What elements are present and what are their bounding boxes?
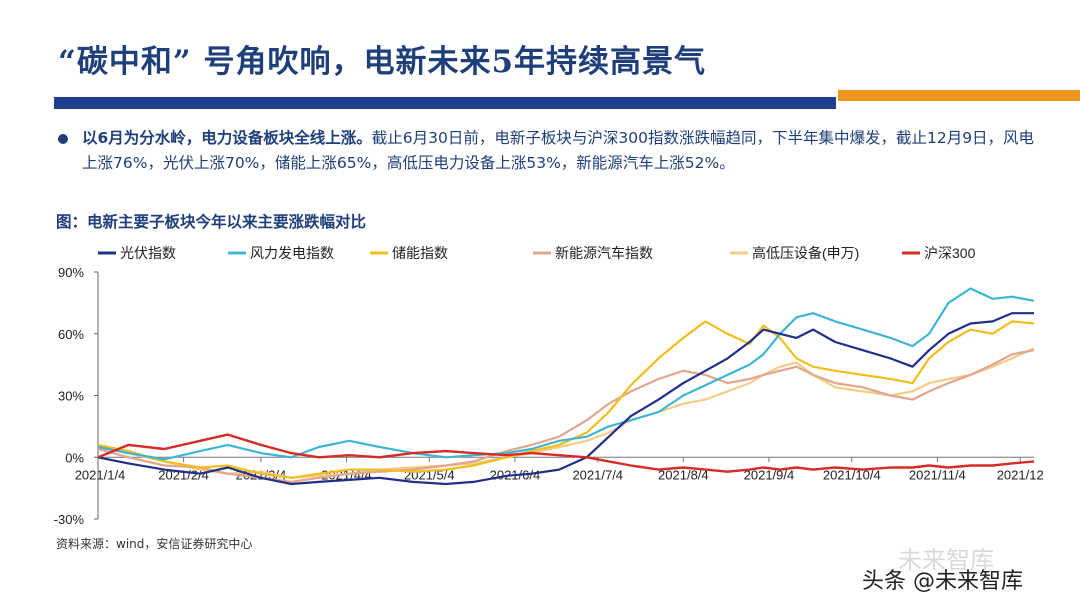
bullet-lead: 以6月为分水岭，电力设备板块全线上涨。 bbox=[82, 129, 372, 147]
legend-item: 储能指数 bbox=[370, 245, 448, 261]
legend-item: 沪深300 bbox=[902, 245, 976, 261]
y-tick-label: 90% bbox=[58, 265, 84, 280]
x-tick-label: 2021/10/4 bbox=[823, 467, 881, 482]
watermark-credit: 头条 @未来智库 bbox=[862, 569, 1023, 594]
chart-series-group bbox=[97, 287, 1035, 486]
x-tick-label: 2021/9/4 bbox=[744, 467, 795, 482]
watermark-faded: 未来智库 bbox=[898, 546, 994, 574]
legend-label: 新能源汽车指数 bbox=[555, 245, 653, 261]
series-line-5 bbox=[97, 433, 1035, 473]
legend-item: 光伏指数 bbox=[98, 245, 176, 261]
legend-label: 光伏指数 bbox=[120, 245, 176, 261]
chart-legend: 光伏指数 风力发电指数 储能指数 新能源汽车指数 高低压设备(申万) 沪深300 bbox=[98, 245, 976, 261]
legend-item: 新能源汽车指数 bbox=[533, 245, 653, 261]
y-tick-label: 0% bbox=[65, 450, 84, 465]
legend-item: 风力发电指数 bbox=[228, 245, 334, 261]
series-line-0 bbox=[97, 312, 1034, 486]
x-tick-label: 2021/8/4 bbox=[658, 467, 709, 482]
y-tick-label: -30% bbox=[54, 512, 85, 527]
x-tick-label: 2021/12 bbox=[997, 467, 1044, 482]
series-line-2 bbox=[97, 320, 1035, 479]
legend-label: 高低压设备(申万) bbox=[752, 245, 859, 261]
legend-label: 风力发电指数 bbox=[250, 245, 334, 261]
slide-title: “碳中和” 号角吹响，电新未来5年持续高景气 bbox=[58, 44, 707, 80]
chart-axes: 90%60%30%0%-30%2021/1/4 2021/2/4 2021/3/4 2… bbox=[54, 265, 1044, 527]
bullet-icon bbox=[58, 134, 68, 144]
series-line-3 bbox=[97, 349, 1035, 483]
bullet-body: 截止6月30日前，电新子板块与沪深300指数涨跌幅趋同，下半年集中爆发，截止12… bbox=[82, 129, 1035, 172]
legend-item: 高低压设备(申万) bbox=[730, 245, 859, 261]
source-note: 资料来源：wind，安信证券研究中心 bbox=[56, 537, 253, 551]
x-tick-label: 2021/7/4 bbox=[572, 467, 623, 482]
legend-label: 沪深300 bbox=[924, 245, 976, 261]
y-tick-label: 30% bbox=[58, 389, 84, 404]
legend-label: 储能指数 bbox=[392, 245, 448, 261]
figure-title: 图：电新主要子板块今年以来主要涨跌幅对比 bbox=[56, 213, 367, 231]
series-line-1 bbox=[97, 287, 1035, 461]
x-tick-label: 2021/11/4 bbox=[909, 467, 966, 482]
title-underline-blue bbox=[54, 97, 836, 109]
series-line-4 bbox=[97, 347, 1035, 479]
bullet-paragraph: 以6月为分水岭，电力设备板块全线上涨。截止6月30日前，电新子板块与沪深300指… bbox=[82, 126, 1042, 176]
y-tick-label: 60% bbox=[58, 327, 84, 342]
x-tick-label: 2021/1/4 bbox=[75, 467, 126, 482]
title-underline-orange bbox=[838, 90, 1080, 101]
